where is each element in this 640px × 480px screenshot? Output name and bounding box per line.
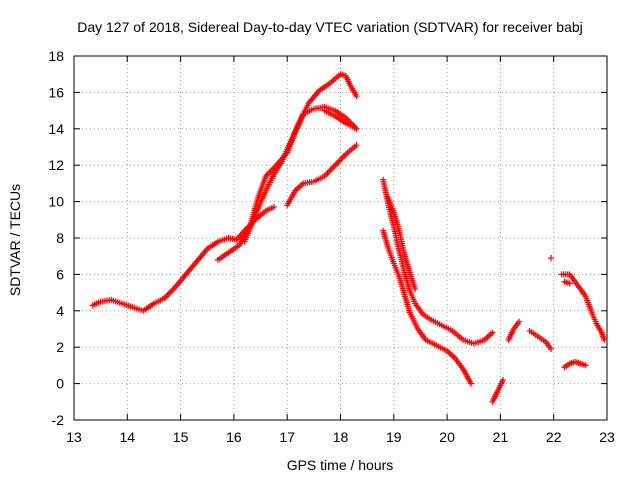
data-point <box>353 93 360 100</box>
x-tick-label: 23 <box>599 429 615 445</box>
data-point <box>489 329 496 336</box>
x-tick-label: 17 <box>279 429 295 445</box>
series-arc-15 <box>561 358 589 371</box>
y-tick-label: 8 <box>56 230 64 246</box>
series-arc-12 <box>548 255 555 262</box>
x-tick-label: 16 <box>226 429 242 445</box>
data-point <box>582 362 589 369</box>
y-tick-label: 16 <box>48 84 64 100</box>
series-arc-7 <box>380 227 475 387</box>
x-tick-label: 14 <box>120 429 136 445</box>
y-tick-label: -2 <box>52 412 65 428</box>
grid <box>74 56 607 420</box>
series-arc-4 <box>284 142 360 209</box>
x-tick-label: 20 <box>439 429 455 445</box>
y-axis-label: SDTVAR / TECUs <box>7 184 23 296</box>
x-tick-label: 13 <box>66 429 82 445</box>
series-arc-11 <box>526 327 555 353</box>
data-point <box>566 280 573 287</box>
x-tick-label: 21 <box>493 429 509 445</box>
y-tick-label: 12 <box>48 157 64 173</box>
series-arc-14 <box>561 278 573 287</box>
data-point <box>353 142 360 149</box>
chart-title: Day 127 of 2018, Sidereal Day-to-day VTE… <box>77 19 583 35</box>
data-point <box>270 204 277 211</box>
axis-ticks: 13 14 15 16 17 18 19 20 21 22 23 -2 0 2 4 6 8 10 12 14 16 18 <box>48 48 615 445</box>
data-point <box>412 285 419 292</box>
series-arc-3 <box>241 71 360 245</box>
data-point <box>468 380 475 387</box>
series-arc-13 <box>558 271 608 343</box>
data-points <box>89 71 608 405</box>
y-tick-label: 0 <box>56 376 64 392</box>
plot-frame <box>73 55 608 421</box>
x-tick-label: 19 <box>386 429 402 445</box>
data-point <box>353 125 360 132</box>
series-arc-1 <box>89 204 277 314</box>
x-tick-label: 22 <box>546 429 562 445</box>
series-arc-8 <box>385 194 419 292</box>
data-point <box>548 346 555 353</box>
y-tick-label: 2 <box>56 339 64 355</box>
y-tick-label: 14 <box>48 121 64 137</box>
x-axis-label: GPS time / hours <box>287 457 394 473</box>
series-arc-9 <box>489 376 507 405</box>
y-tick-label: 4 <box>56 303 64 319</box>
data-point <box>548 255 555 262</box>
y-tick-label: 6 <box>56 266 64 282</box>
data-point <box>500 376 507 383</box>
x-tick-label: 15 <box>173 429 189 445</box>
series-arc-6 <box>380 176 496 347</box>
y-tick-label: 18 <box>48 48 64 64</box>
x-tick-label: 18 <box>333 429 349 445</box>
series-arc-5 <box>321 107 360 132</box>
data-point <box>601 336 608 343</box>
series-arc-10 <box>505 318 523 343</box>
y-tick-label: 10 <box>48 194 64 210</box>
data-point <box>516 318 523 325</box>
